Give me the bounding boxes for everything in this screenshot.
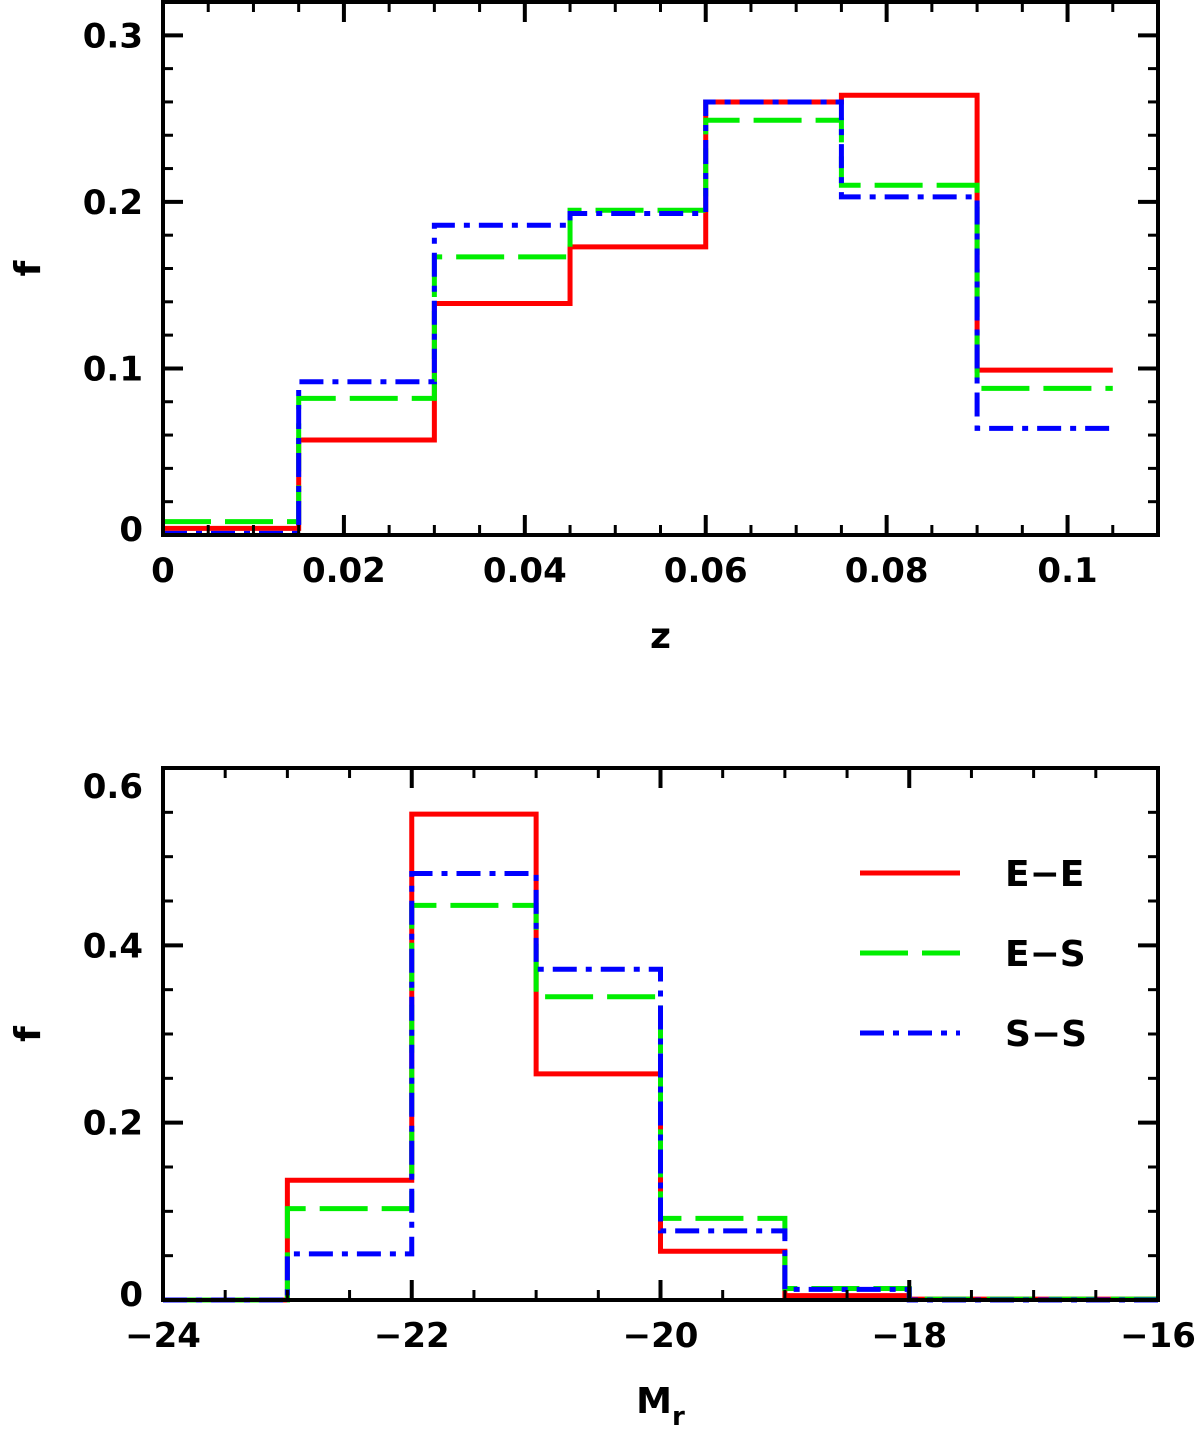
x-axis-label-subscript: r	[672, 1402, 685, 1432]
series-line-ee	[163, 92, 1113, 531]
series-line-es	[163, 117, 1113, 525]
x-tick-label: 0	[151, 551, 175, 591]
x-tick-label: 0.02	[302, 551, 386, 591]
x-tick-label: 0.08	[845, 551, 929, 591]
y-tick-label: 0.1	[83, 349, 143, 389]
legend-label-es: E−S	[1005, 934, 1086, 975]
x-tick-label: 0.1	[1037, 551, 1097, 591]
y-tick-label: 0.2	[83, 183, 143, 223]
x-axis-label: Mr	[636, 1381, 685, 1432]
y-axis-label: f	[8, 1026, 49, 1042]
legend-label-ee: E−E	[1005, 854, 1084, 895]
y-axis-label: f	[8, 260, 49, 276]
x-tick-label: −22	[374, 1316, 450, 1356]
plot-frame	[161, 0, 1160, 537]
y-tick-label: 0.3	[83, 16, 143, 56]
x-tick-label: −18	[871, 1316, 947, 1356]
x-tick-label: 0.04	[483, 551, 567, 591]
x-tick-label: −16	[1120, 1316, 1196, 1356]
legend-label-ss: S−S	[1005, 1014, 1087, 1055]
y-tick-label: 0.6	[83, 767, 143, 807]
series-line-ss	[163, 99, 1113, 536]
y-tick-label: 0	[119, 1275, 143, 1315]
x-tick-label: −24	[125, 1316, 201, 1356]
x-axis-label: z	[650, 616, 671, 657]
legend: E−E E−S S−S	[860, 854, 1087, 1055]
magnitude-histogram-panel: −24 −22 −20 −18 −16 0 0.2 0.4 0.6 Mr f E−E E−S S−S	[8, 766, 1196, 1432]
x-tick-label: −20	[623, 1316, 699, 1356]
y-tick-label: 0.2	[83, 1104, 143, 1144]
x-tick-label: 0.06	[664, 551, 748, 591]
redshift-histogram-panel: 0 0.02 0.04 0.06 0.08 0.1 0 0.1 0.2 0.3 z f	[8, 0, 1160, 657]
y-tick-label: 0	[119, 510, 143, 550]
y-tick-label: 0.4	[83, 926, 143, 966]
